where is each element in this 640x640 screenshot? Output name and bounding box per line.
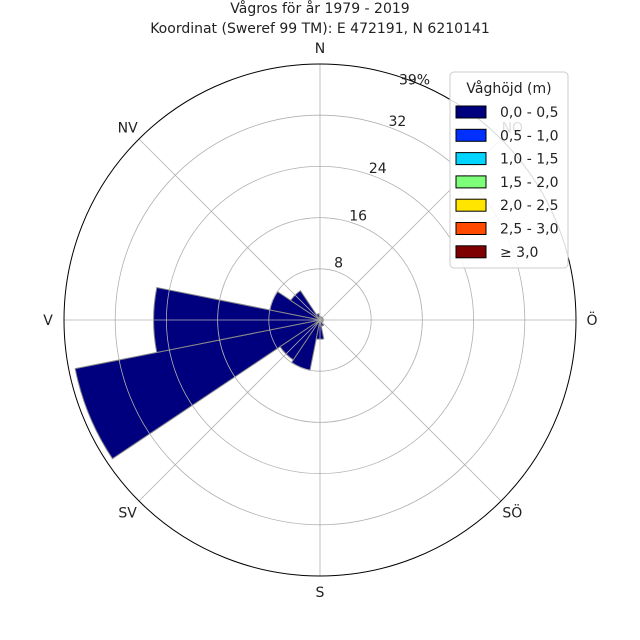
direction-label: V (43, 313, 53, 329)
legend-entry-label: 0,0 - 0,5 (500, 105, 558, 121)
legend-entry-label: 1,0 - 1,5 (500, 152, 558, 168)
legend-entry-label: 0,5 - 1,0 (500, 128, 558, 144)
polar-outline (63, 63, 577, 577)
direction-label: N (315, 41, 325, 57)
sectors-layer (74, 286, 325, 460)
legend-entry-label: ≥ 3,0 (500, 245, 538, 261)
angular-gridline (319, 319, 502, 502)
angular-gridline (138, 319, 321, 502)
angular-gridline (138, 138, 321, 321)
radial-tick-label: 32 (388, 114, 406, 130)
legend-entry-label: 2,0 - 2,5 (500, 198, 558, 214)
legend-swatch (455, 198, 487, 212)
legend-swatch (455, 245, 487, 259)
legend-swatch (455, 152, 487, 166)
chart-title: Vågros för år 1979 - 2019 (230, 0, 409, 17)
radial-tick-label: 8 (334, 256, 343, 272)
rose-sector-247.5 (74, 319, 321, 460)
direction-label: SÖ (502, 503, 522, 521)
legend-entry-label: 1,5 - 2,0 (500, 175, 558, 191)
legend-swatch (455, 222, 487, 235)
radial-tick-label: 16 (349, 208, 367, 224)
legend-swatch (455, 105, 487, 119)
legend-swatch (455, 128, 487, 142)
radial-tick-label: 24 (369, 161, 387, 177)
legend-box (449, 71, 569, 269)
direction-label: NV (118, 121, 138, 137)
direction-label: Ö (586, 311, 597, 329)
direction-label: S (316, 585, 325, 601)
polar-plot-area: NNOÖSÖSSVVNV816243239% (43, 41, 597, 601)
chart-subtitle: Koordinat (Sweref 99 TM): E 472191, N 62… (150, 21, 490, 37)
polar-grid (63, 63, 577, 577)
direction-label: SV (118, 505, 137, 521)
legend-swatch (455, 175, 487, 189)
legend-entry-label: 2,5 - 3,0 (500, 222, 558, 238)
radial-tick-label: 39% (399, 72, 430, 88)
legend-title: Våghöjd (m) (466, 80, 551, 97)
rose-sector-337.5 (315, 313, 321, 321)
legend: Våghöjd (m) 0,0 - 0,5 0,5 - 1,0 1,0 - 1,5 1,… (449, 71, 569, 269)
